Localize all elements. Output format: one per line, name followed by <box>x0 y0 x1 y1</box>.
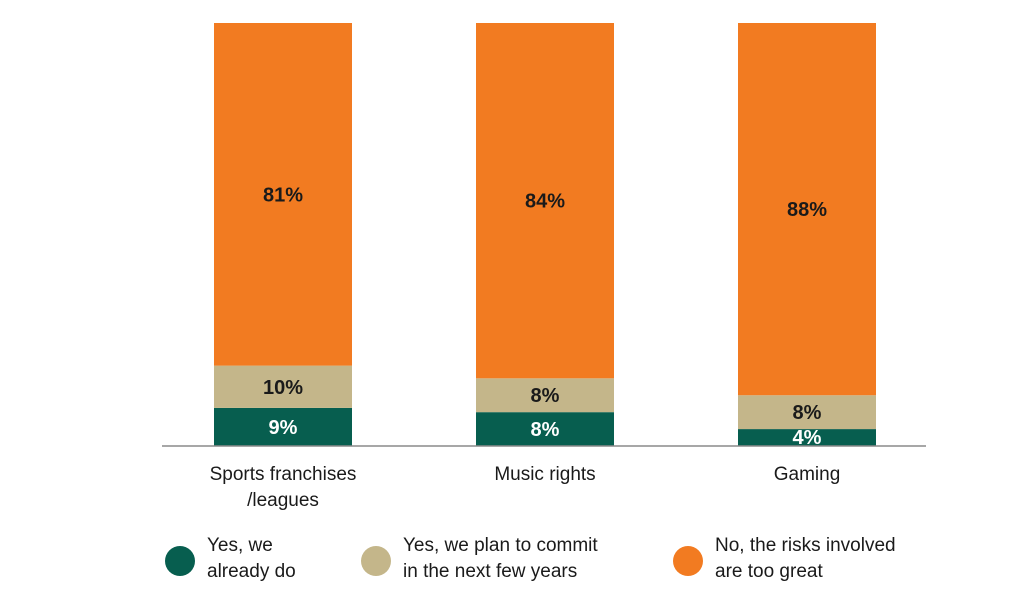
data-label: 8% <box>531 385 560 407</box>
category-label-line: /leagues <box>247 490 319 511</box>
data-label: 4% <box>793 427 822 449</box>
legend-item-plan-to-commit: Yes, we plan to commit in the next few y… <box>361 533 598 585</box>
legend-label: Yes, we plan to commit in the next few y… <box>403 535 598 582</box>
legend-label: No, the risks involved are too great <box>715 535 896 582</box>
category-label: Gaming <box>774 464 841 485</box>
legend-swatch-icon <box>165 546 195 576</box>
legend-item-risks-too-great: No, the risks involved are too great <box>673 533 896 585</box>
category-label: Music rights <box>494 464 595 485</box>
data-label: 88% <box>787 199 827 221</box>
category-label-line: Music rights <box>494 464 595 485</box>
bar-segment-gaming-0 <box>738 429 876 446</box>
bar-segment-sports-franchises-2 <box>214 23 352 366</box>
bar-segment-music-rights-1 <box>476 378 614 413</box>
data-label: 8% <box>793 402 822 424</box>
data-label: 84% <box>525 191 565 213</box>
category-label-line: Gaming <box>774 464 841 485</box>
category-label: Sports franchises/leagues <box>210 464 357 511</box>
legend-swatch-icon <box>673 546 703 576</box>
bar-segment-music-rights-0 <box>476 412 614 446</box>
legend-label: Yes, we already do <box>207 535 296 582</box>
labels-group: 9% 10% 81% Sports franchises/leagues 8% 8% 84%… <box>210 184 841 511</box>
bar-segment-gaming-1 <box>738 395 876 430</box>
data-label: 8% <box>531 419 560 441</box>
data-label: 9% <box>269 417 298 439</box>
legend-item-already-do: Yes, we already do <box>165 533 296 585</box>
bar-segment-music-rights-2 <box>476 23 614 379</box>
legend: Yes, we already do Yes, we plan to commi… <box>0 533 1024 593</box>
data-label: 81% <box>263 184 303 206</box>
bar-segment-sports-franchises-1 <box>214 365 352 408</box>
bar-segment-sports-franchises-0 <box>214 407 352 446</box>
data-label: 10% <box>263 377 303 399</box>
bar-segment-gaming-2 <box>738 23 876 396</box>
legend-swatch-icon <box>361 546 391 576</box>
category-label-line: Sports franchises <box>210 464 357 485</box>
bars-group <box>214 23 876 446</box>
